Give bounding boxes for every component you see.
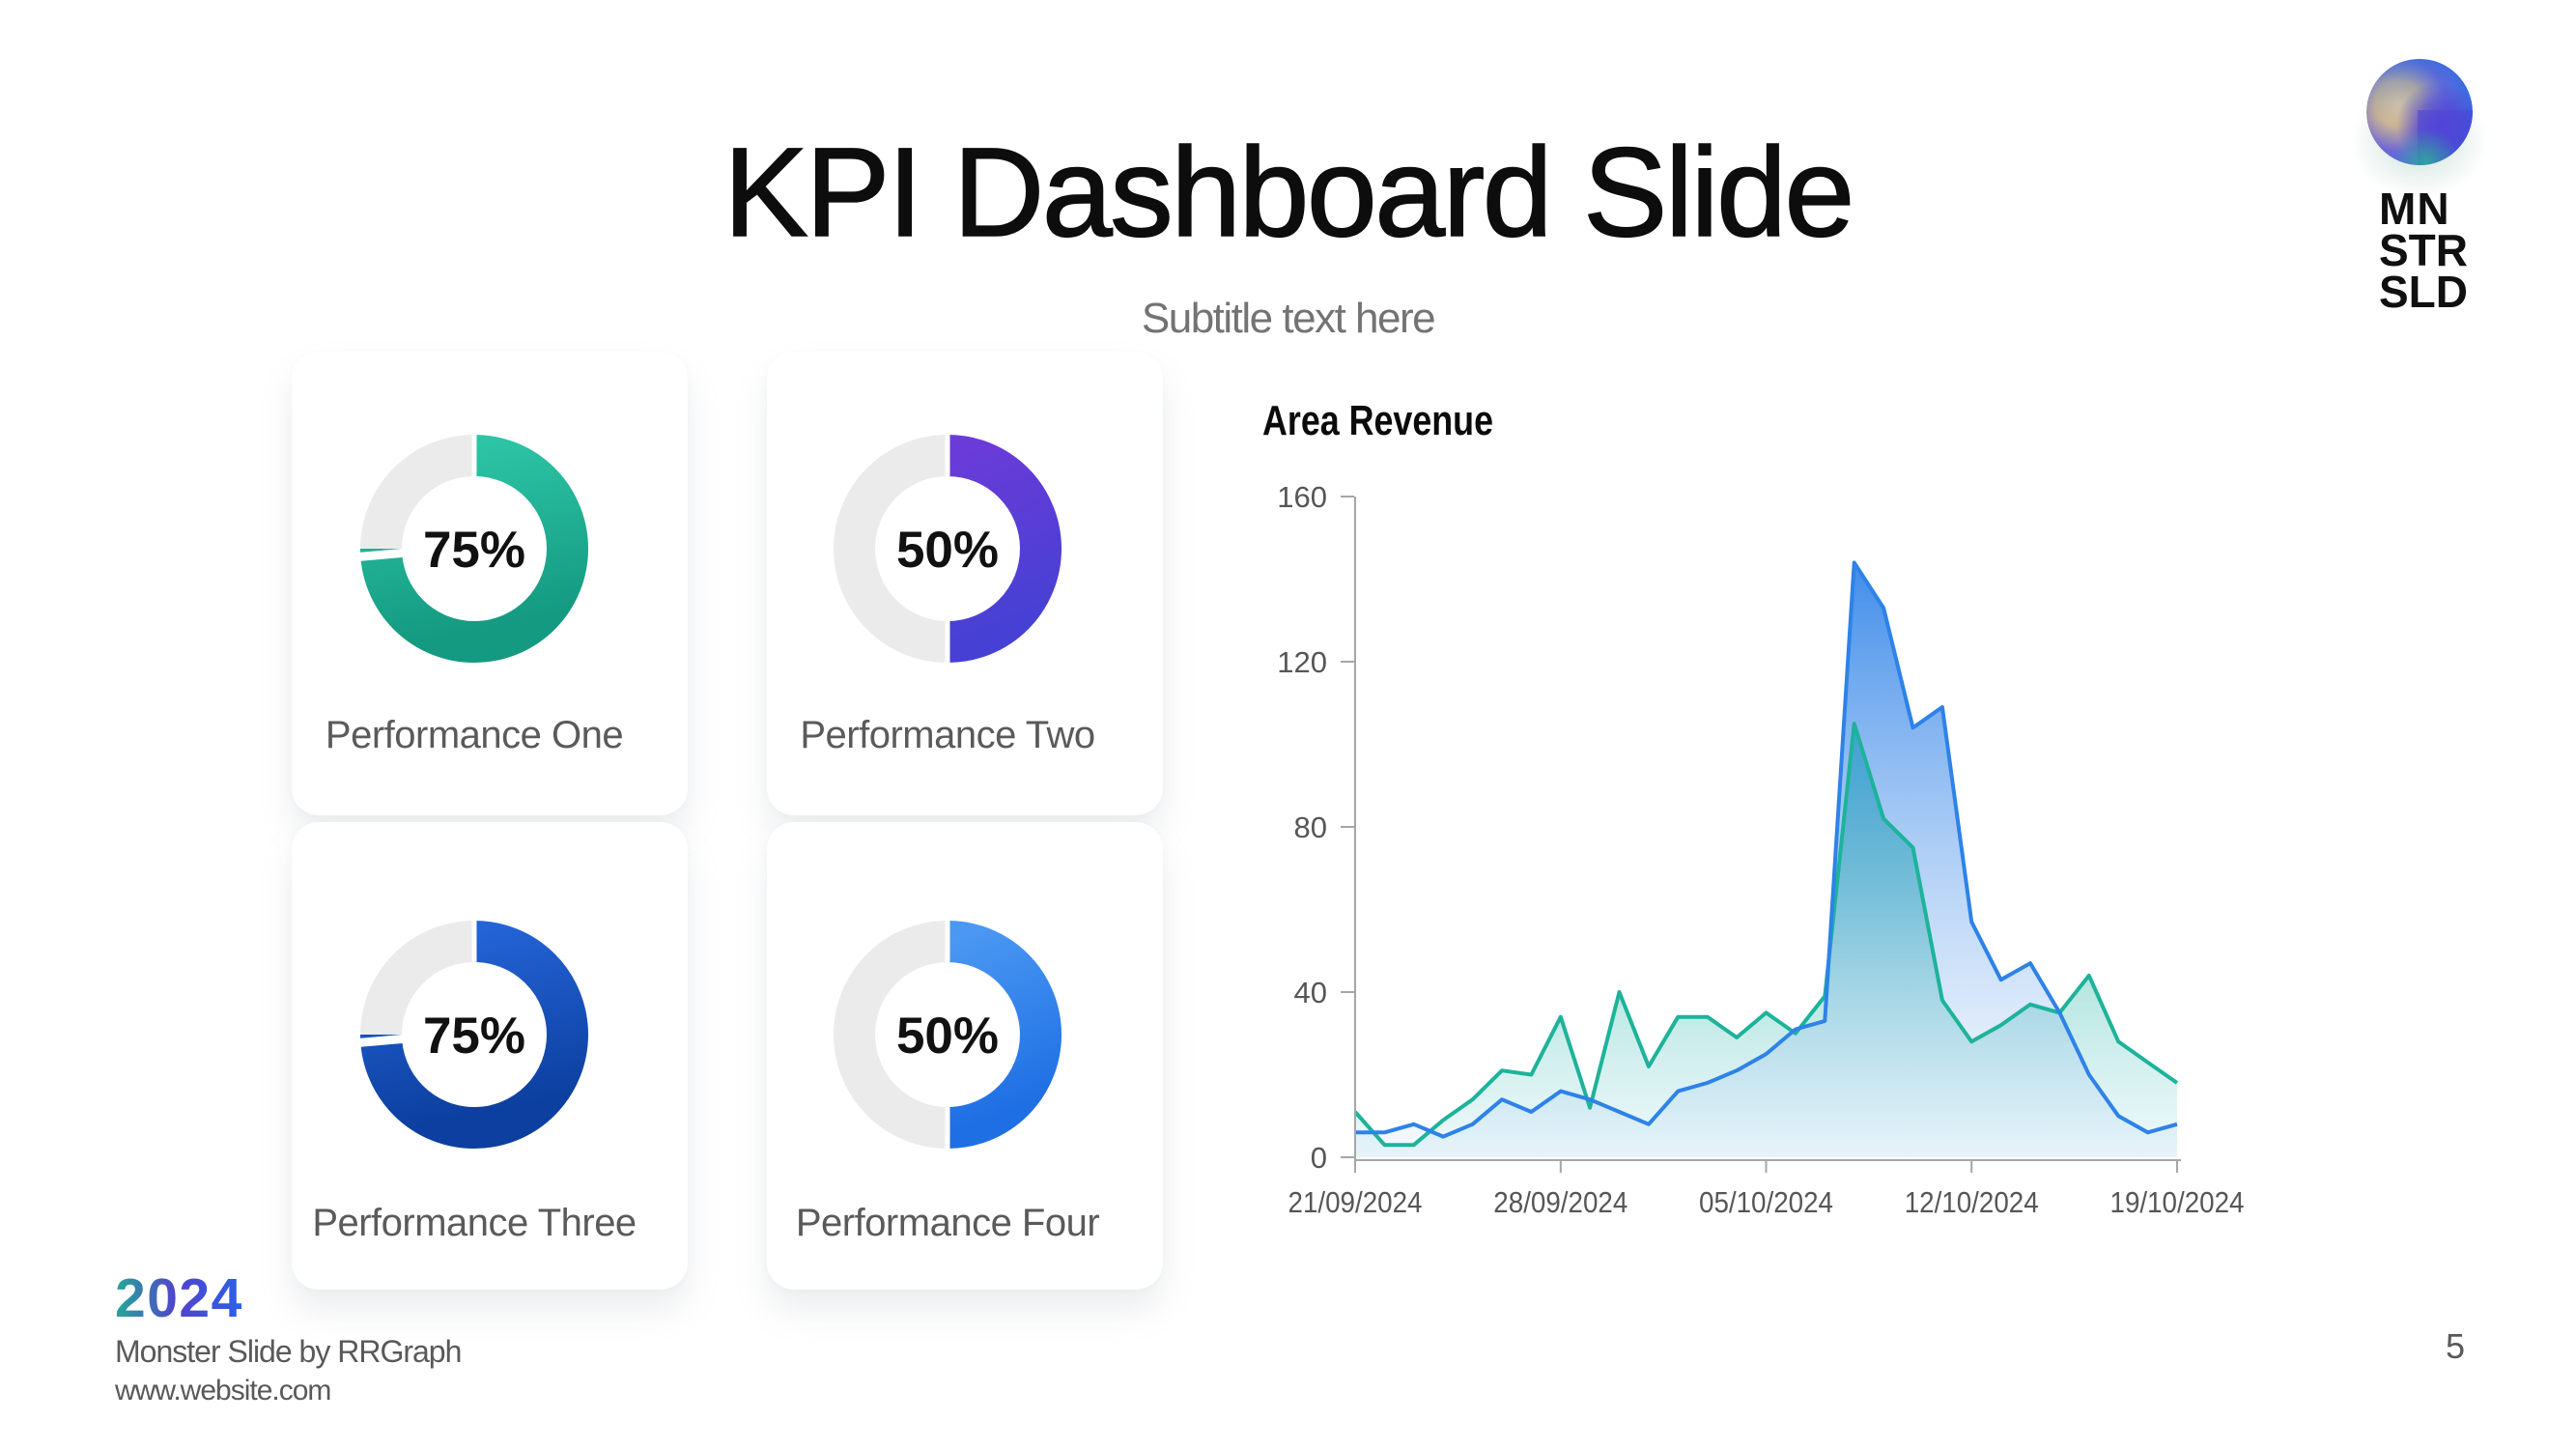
svg-text:28/09/2024: 28/09/2024: [1493, 1185, 1628, 1219]
svg-text:40: 40: [1294, 976, 1327, 1009]
svg-text:STR: STR: [2379, 225, 2468, 275]
svg-text:SLD: SLD: [2379, 267, 2468, 317]
svg-text:Area Revenue: Area Revenue: [1262, 397, 1493, 444]
svg-text:160: 160: [1277, 480, 1327, 514]
svg-text:120: 120: [1277, 645, 1327, 679]
svg-text:0: 0: [1311, 1141, 1327, 1175]
svg-text:80: 80: [1294, 810, 1327, 844]
svg-text:05/10/2024: 05/10/2024: [1699, 1185, 1833, 1219]
svg-text:12/10/2024: 12/10/2024: [1905, 1185, 2039, 1219]
svg-text:MN: MN: [2379, 184, 2450, 234]
svg-text:19/10/2024: 19/10/2024: [2110, 1185, 2245, 1219]
svg-text:21/09/2024: 21/09/2024: [1288, 1185, 1423, 1219]
